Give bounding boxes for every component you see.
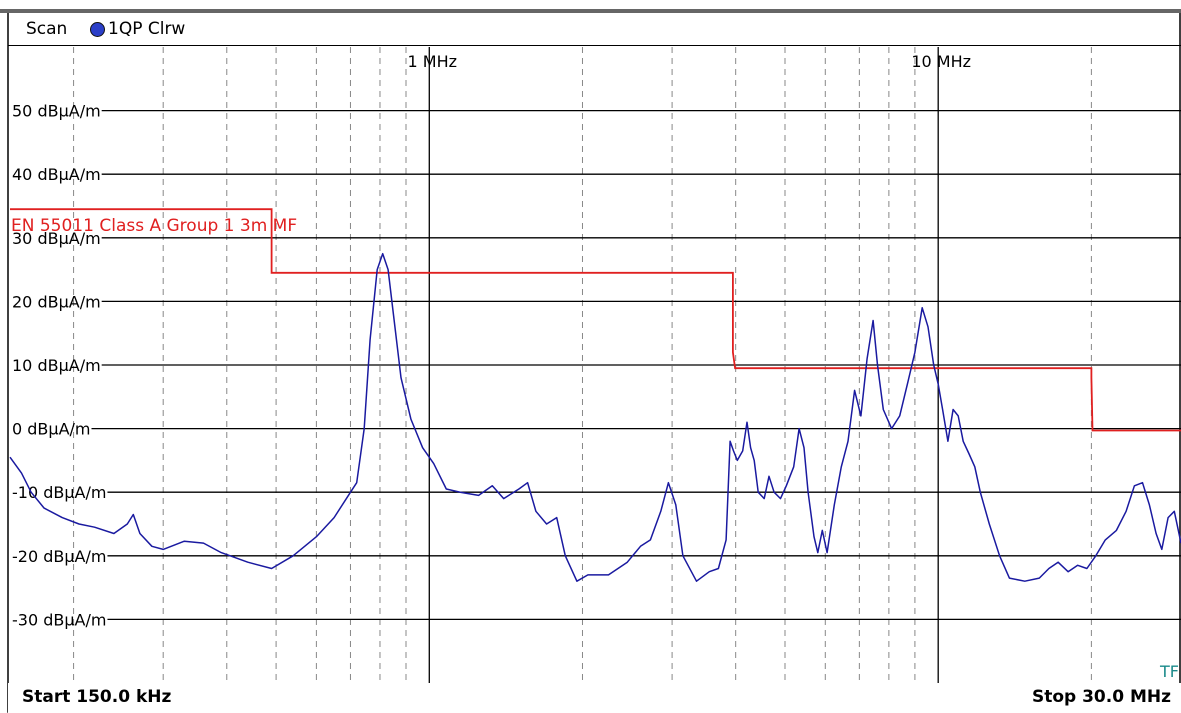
y-tick-label: -10 dBµA/m — [12, 483, 106, 502]
y-tick-label: 40 dBµA/m — [12, 165, 101, 184]
measurement-trace — [9, 252, 1181, 582]
limit-line — [10, 208, 1181, 432]
scan-label: Scan — [26, 19, 68, 39]
trace-header-bar: Scan 1QP Clrw — [8, 14, 1181, 46]
y-tick-label: 30 dBµA/m — [12, 229, 101, 248]
stop-frequency-label: Stop 30.0 MHz — [1031, 687, 1171, 707]
y-tick-label: 20 dBµA/m — [12, 292, 101, 311]
frequency-range-bar: Start 150.0 kHz Stop 30.0 MHz — [8, 683, 1181, 713]
tf-label: TF — [1159, 662, 1179, 681]
y-tick-label: 50 dBµA/m — [12, 102, 101, 121]
y-tick-label: 10 dBµA/m — [12, 356, 101, 375]
start-frequency-label: Start 150.0 kHz — [22, 687, 172, 707]
chart-frame — [7, 11, 1181, 713]
limit-line-label: EN 55011 Class A Group 1 3m MF — [11, 216, 297, 236]
y-tick-label: -30 dBµA/m — [12, 610, 106, 629]
trace-marker-icon — [90, 22, 105, 37]
y-tick-label: 0 dBµA/m — [12, 420, 91, 439]
x-tick-label: 10 MHz — [911, 52, 971, 71]
x-tick-label: 1 MHz — [408, 52, 458, 71]
y-tick-label: -20 dBµA/m — [12, 547, 106, 566]
trace-label: 1QP Clrw — [108, 19, 186, 39]
